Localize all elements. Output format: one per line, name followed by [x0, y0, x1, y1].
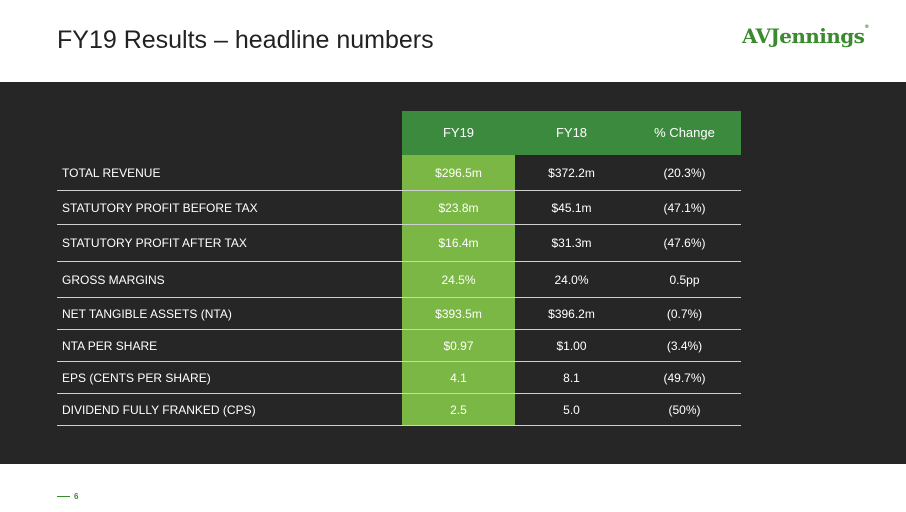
change-value: (50%) [668, 402, 701, 417]
table-header-band [402, 111, 741, 155]
fy19-value: $23.8m [438, 200, 479, 215]
page-number: 6 [74, 492, 79, 501]
fy18-value: $31.3m [551, 236, 592, 250]
row-label: STATUTORY PROFIT AFTER TAX [62, 236, 247, 250]
table-row: STATUTORY PROFIT BEFORE TAX $23.8m $45.1m (… [57, 191, 741, 225]
change-value: (0.7%) [666, 306, 703, 321]
row-label: STATUTORY PROFIT BEFORE TAX [62, 200, 258, 215]
page-footer: 6 [57, 492, 78, 501]
row-label: NET TANGIBLE ASSETS (NTA) [62, 306, 232, 321]
row-label: GROSS MARGINS [62, 272, 165, 287]
logo-registered-mark: ® [864, 24, 870, 30]
fy19-value: $0.97 [443, 338, 474, 353]
header-fy19: FY19 [442, 125, 475, 140]
row-label: EPS (CENTS PER SHARE) [62, 370, 211, 385]
fy19-value: $16.4m [438, 236, 479, 250]
company-logo: AVJennings® [742, 24, 869, 48]
fy18-value: $396.2m [548, 306, 595, 321]
table-row: TOTAL REVENUE $296.5m $372.2m (20.3%) [57, 155, 741, 191]
footer-rule [57, 496, 70, 497]
fy19-value: 4.1 [450, 370, 467, 385]
change-value: 0.5pp [669, 272, 700, 287]
row-label: TOTAL REVENUE [62, 165, 161, 180]
slide-title: FY19 Results – headline numbers [57, 26, 434, 54]
header-fy18: FY18 [555, 125, 588, 140]
fy19-value: 24.5% [441, 272, 476, 287]
change-value: (47.6%) [663, 236, 706, 250]
change-value: (3.4%) [666, 338, 703, 353]
fy19-value: 2.5 [450, 402, 467, 417]
row-label: DIVIDEND FULLY FRANKED (CPS) [62, 402, 256, 417]
fy18-value: 5.0 [563, 402, 580, 417]
fy19-value: $296.5m [435, 165, 482, 180]
table-row: EPS (CENTS PER SHARE) 4.1 8.1 (49.7%) [57, 362, 741, 394]
fy18-value: $45.1m [551, 200, 592, 215]
fy19-highlight-column [402, 155, 515, 426]
fy18-value: 8.1 [563, 370, 580, 385]
table-row: NET TANGIBLE ASSETS (NTA) $393.5m $396.2m (… [57, 298, 741, 330]
change-value: (20.3%) [663, 165, 706, 180]
change-value: (49.7%) [663, 370, 706, 385]
change-value: (47.1%) [663, 200, 706, 215]
table-row: GROSS MARGINS 24.5% 24.0% 0.5pp [57, 262, 741, 298]
row-label: NTA PER SHARE [62, 338, 158, 353]
header-change: % Change [654, 125, 715, 140]
table-row: STATUTORY PROFIT AFTER TAX $16.4m $31.3m (4… [57, 225, 741, 262]
fy18-value: 24.0% [554, 272, 589, 287]
fy18-value: $372.2m [548, 165, 595, 180]
logo-text: AVJennings [742, 24, 865, 48]
table-row: DIVIDEND FULLY FRANKED (CPS) 2.5 5.0 (50%) [57, 394, 741, 426]
table-row: NTA PER SHARE $0.97 $1.00 (3.4%) [57, 330, 741, 362]
fy19-value: $393.5m [435, 306, 482, 321]
fy18-value: $1.00 [556, 338, 587, 353]
